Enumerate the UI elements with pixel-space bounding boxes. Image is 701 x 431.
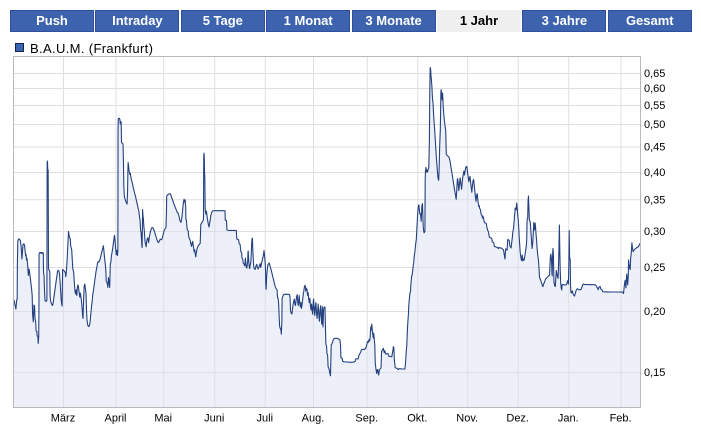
svg-text:0,45: 0,45 [644, 142, 665, 154]
svg-text:0,15: 0,15 [644, 367, 665, 379]
svg-text:0,55: 0,55 [644, 100, 665, 112]
svg-text:0,25: 0,25 [644, 262, 665, 274]
svg-text:April: April [104, 413, 126, 425]
svg-text:0,20: 0,20 [644, 306, 665, 318]
svg-text:0,30: 0,30 [644, 226, 665, 238]
svg-text:0,60: 0,60 [644, 83, 665, 95]
svg-text:Mai: Mai [154, 413, 172, 425]
svg-text:Aug.: Aug. [302, 413, 325, 425]
svg-text:Sep.: Sep. [355, 413, 378, 425]
svg-text:0,35: 0,35 [644, 194, 665, 206]
svg-text:Nov.: Nov. [456, 413, 478, 425]
svg-text:März: März [51, 413, 75, 425]
svg-text:0,65: 0,65 [644, 68, 665, 80]
svg-text:0,40: 0,40 [644, 167, 665, 179]
svg-text:Okt.: Okt. [407, 413, 427, 425]
svg-text:Dez.: Dez. [506, 413, 529, 425]
svg-text:Juni: Juni [204, 413, 224, 425]
svg-text:Jan.: Jan. [558, 413, 579, 425]
svg-text:0,50: 0,50 [644, 119, 665, 131]
svg-text:Juli: Juli [257, 413, 274, 425]
svg-text:Feb.: Feb. [610, 413, 632, 425]
